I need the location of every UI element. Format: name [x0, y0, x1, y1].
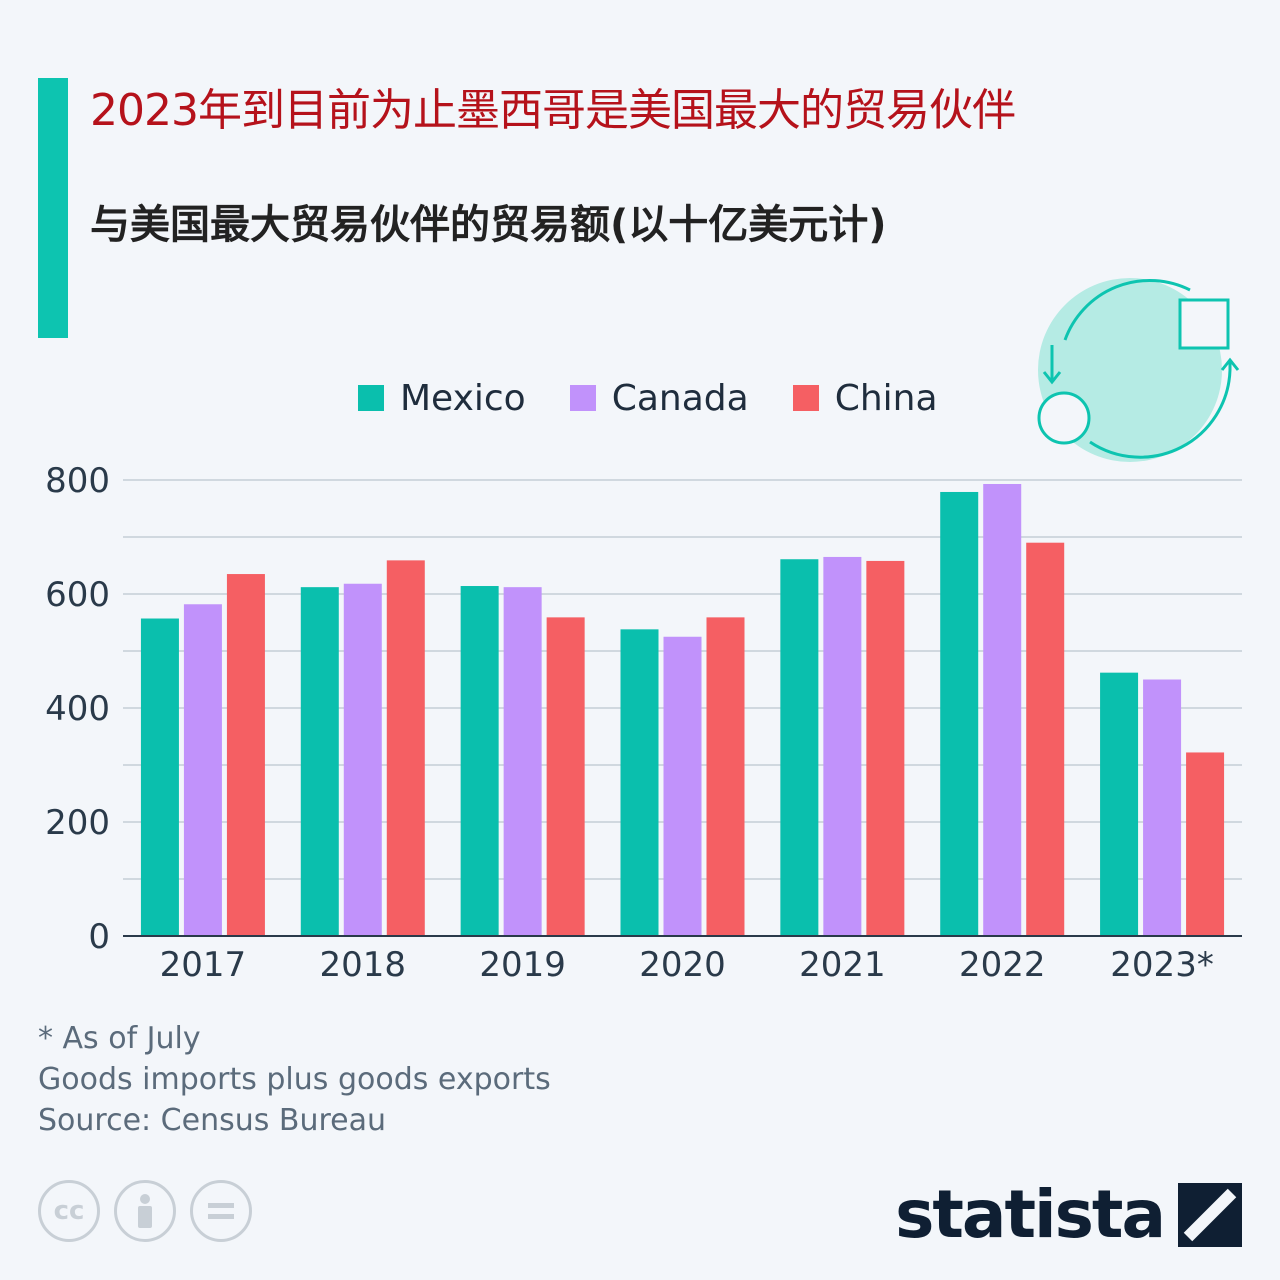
y-tick-label: 600 [45, 575, 110, 615]
bar-mexico [620, 629, 659, 936]
bar-china [866, 560, 905, 936]
x-tick-label: 2022 [959, 945, 1046, 985]
trade-cycle-icon [1037, 278, 1240, 462]
equals-icon[interactable] [190, 1180, 252, 1242]
bar-china [706, 617, 745, 936]
chart-subtitle: 与美国最大贸易伙伴的贸易额(以十亿美元计) [90, 202, 887, 248]
legend-swatch-mexico [358, 385, 384, 411]
legend-swatch-canada [569, 385, 596, 411]
bar-canada [183, 604, 222, 936]
bar-mexico [140, 618, 179, 936]
x-tick-label: 2019 [479, 945, 566, 985]
accent-bar [38, 78, 68, 338]
source-note: Source: Census Bureau [38, 1103, 387, 1138]
bar-canada [1143, 679, 1182, 936]
person-icon[interactable] [114, 1180, 176, 1242]
bar-mexico [780, 559, 819, 936]
chart-title: 2023年到目前为止墨西哥是美国最大的贸易伙伴 [90, 85, 1016, 136]
statista-logo[interactable]: statista [895, 1176, 1242, 1253]
legend-item-canada: Canada [569, 377, 749, 419]
legend-label-mexico: Mexico [400, 377, 526, 419]
bar-mexico [940, 491, 979, 936]
y-tick-label: 200 [45, 803, 110, 843]
statista-logo-icon [1178, 1182, 1242, 1247]
bar-canada [503, 587, 542, 936]
legend-swatch-china [792, 385, 819, 411]
legend-label-china: China [834, 377, 938, 419]
bar-mexico [300, 587, 339, 936]
legend-label-canada: Canada [611, 377, 749, 419]
footnote: * As of July [38, 1021, 201, 1056]
x-tick-label: 2017 [160, 945, 247, 985]
x-tick-label: 2023* [1110, 945, 1214, 985]
bar-canada [663, 636, 702, 936]
bar-china [1186, 752, 1225, 936]
bar-chart: 0 200 400 600 800 2017 2018 2019 2020 2021 2022 202… [45, 461, 1242, 985]
bar-mexico [460, 586, 499, 936]
legend-item-mexico: Mexico [358, 378, 526, 419]
cc-icon[interactable]: cc [38, 1180, 100, 1242]
bar-china [546, 617, 585, 936]
bar-canada [343, 583, 382, 936]
x-tick-label: 2018 [320, 945, 407, 985]
bar-canada [983, 483, 1022, 936]
brand-name: statista [895, 1176, 1166, 1253]
license-icons: cc [38, 1180, 252, 1242]
y-tick-label: 400 [45, 689, 110, 729]
bar-china [1026, 542, 1065, 936]
legend: Mexico Canada China [358, 376, 938, 420]
notes: * As of July Goods imports plus goods ex… [38, 1018, 551, 1141]
y-tick-label: 0 [88, 917, 110, 957]
bar-mexico [1100, 672, 1139, 936]
description-note: Goods imports plus goods exports [38, 1062, 551, 1097]
bar-china [226, 574, 265, 936]
bar-canada [823, 556, 862, 936]
legend-item-china: China [792, 377, 938, 419]
x-tick-label: 2020 [639, 945, 726, 985]
bar-china [386, 560, 425, 936]
y-tick-label: 800 [45, 461, 110, 501]
x-tick-label: 2021 [799, 945, 886, 985]
